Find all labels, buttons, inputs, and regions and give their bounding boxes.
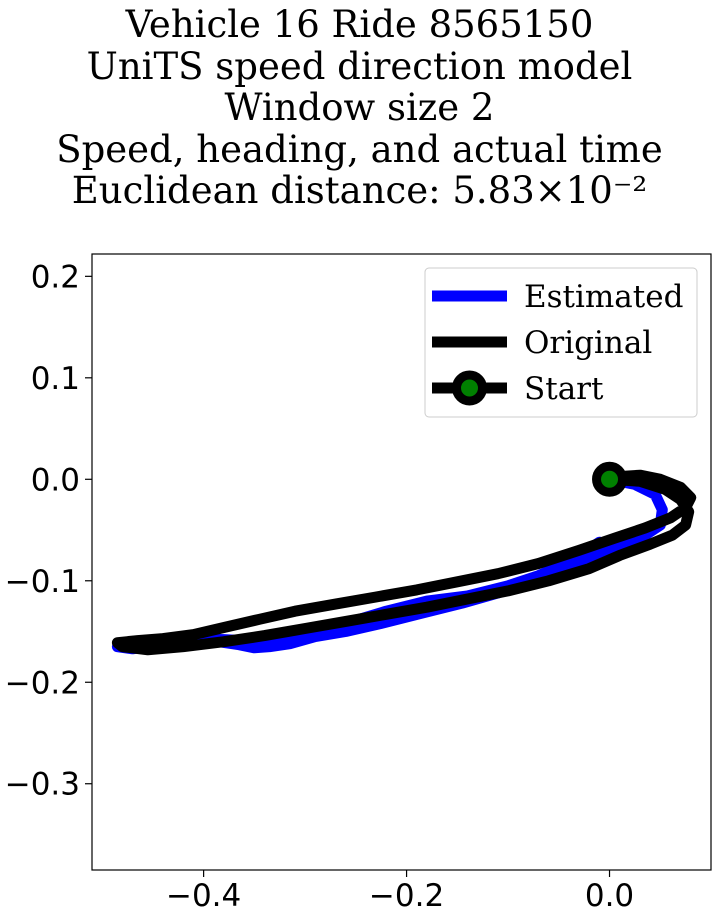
y-tick-label: 0.2 [31,259,80,295]
legend: Estimated Original Start [424,267,698,418]
axes-frame [91,253,712,871]
chart-title: Vehicle 16 Ride 8565150 UniTS speed dire… [0,4,719,212]
x-tick-label: 0.0 [585,878,634,914]
title-line-3: Window size 2 [224,86,495,129]
y-tick-label: −0.1 [5,564,80,600]
y-tick-label: 0.0 [31,462,80,498]
start-marker [592,461,628,497]
legend-marker-start [452,370,487,406]
x-tick-label: −0.4 [166,878,241,914]
legend-label-original: Original [524,325,652,361]
y-tick-label: −0.3 [5,767,80,803]
series-layer [111,469,697,656]
y-tick-label: 0.1 [31,361,80,397]
title-line-4: Speed, heading, and actual time [56,127,663,171]
title-line-5: Euclidean distance: 5.83×10⁻² [71,169,648,212]
x-axis: −0.4 −0.2 0.0 [166,870,634,914]
y-axis: 0.2 0.1 0.0 −0.1 −0.2 −0.3 [5,259,92,803]
y-tick-label: −0.2 [5,665,80,701]
title-line-1: Vehicle 16 Ride 8565150 [125,3,594,46]
series-line-estimated [111,473,668,655]
start-marker-layer [592,461,628,497]
series-line-original [111,469,697,656]
legend-label-start: Start [524,371,604,407]
title-line-2: UniTS speed direction model [86,44,633,88]
legend-label-estimated: Estimated [524,279,683,315]
x-tick-label: −0.2 [369,878,444,914]
legend-box [424,267,698,418]
